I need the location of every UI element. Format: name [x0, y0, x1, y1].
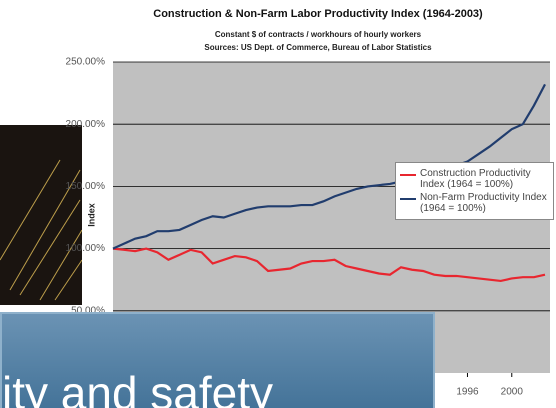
legend-swatch: [400, 174, 416, 176]
y-axis-label: Index: [86, 203, 96, 227]
y-tick-label: 100.00%: [66, 243, 106, 254]
slide: Construction & Non-Farm Labor Productivi…: [0, 0, 556, 408]
chart-subtitle: Constant $ of contracts / workhours of h…: [215, 30, 422, 39]
chart-source: Sources: US Dept. of Commerce, Bureau of…: [204, 43, 432, 52]
legend: Construction Productivity Index (1964 = …: [395, 162, 554, 220]
legend-swatch: [400, 198, 416, 200]
legend-item: Non-Farm Productivity Index (1964 = 100%…: [398, 192, 551, 214]
x-tick-label: 2000: [501, 387, 524, 398]
x-tick-label: 1996: [456, 387, 479, 398]
legend-item: Construction Productivity Index (1964 = …: [398, 168, 551, 190]
chart-title: Construction & Non-Farm Labor Productivi…: [153, 8, 483, 20]
y-tick-label: 250.00%: [66, 57, 106, 68]
legend-label: Non-Farm Productivity Index (1964 = 100%…: [420, 192, 551, 214]
y-tick-label: 150.00%: [66, 181, 106, 192]
y-tick-label: 200.00%: [66, 119, 106, 130]
banner-text: ity and safety: [2, 366, 273, 408]
legend-label: Construction Productivity Index (1964 = …: [420, 168, 551, 190]
title-banner: ity and safety: [0, 312, 435, 408]
